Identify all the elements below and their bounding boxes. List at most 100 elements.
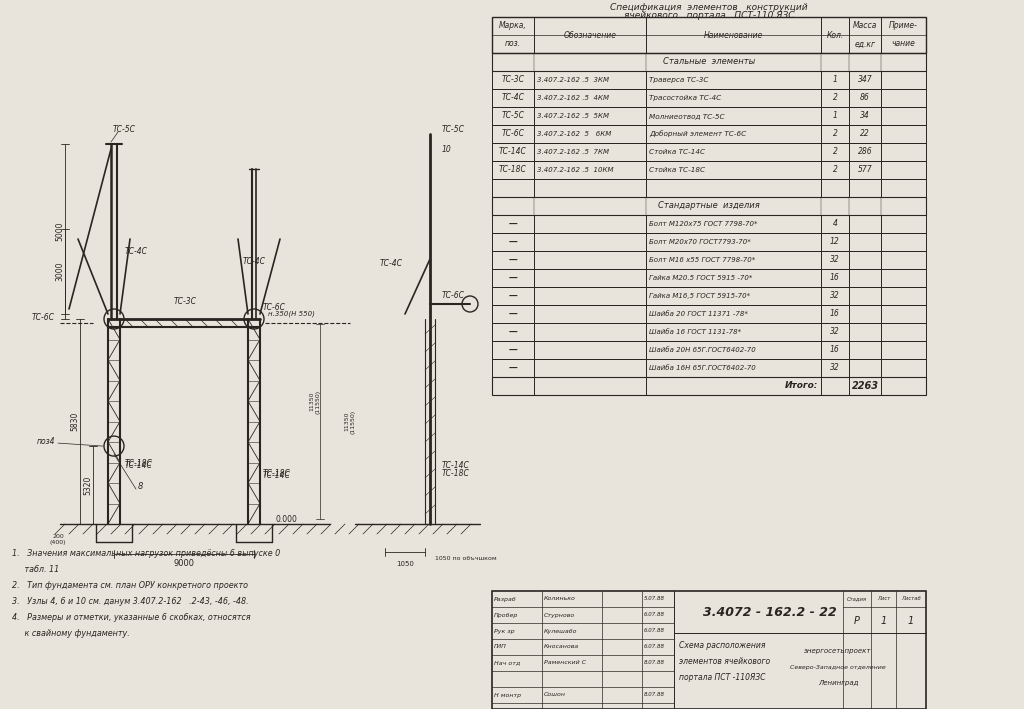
Text: элементов ячейкового: элементов ячейкового (679, 657, 770, 666)
Text: 6.07.88: 6.07.88 (644, 613, 665, 618)
Text: TC-18C: TC-18C (263, 469, 291, 479)
Text: TC-6C: TC-6C (263, 303, 286, 311)
Text: Листаб: Листаб (901, 596, 921, 601)
Text: 2: 2 (833, 165, 838, 174)
Text: ТС-3С: ТС-3С (502, 75, 524, 84)
Text: Сошон: Сошон (544, 693, 566, 698)
Text: TC-14C: TC-14C (263, 471, 291, 479)
Text: Трасостойка ТС-4С: Трасостойка ТС-4С (649, 95, 721, 101)
Text: 1: 1 (908, 616, 914, 626)
Text: —: — (509, 274, 517, 282)
Text: к свайному фундаменту.: к свайному фундаменту. (12, 630, 130, 639)
Text: 6.07.88: 6.07.88 (644, 644, 665, 649)
Bar (492, 591, 926, 709)
Text: TC-4C: TC-4C (243, 257, 266, 265)
Text: чание: чание (892, 40, 915, 48)
Text: ТС-6С: ТС-6С (502, 130, 524, 138)
Text: —: — (509, 345, 517, 354)
Text: Шайба 20Н 65Г.ГОСТ6402-70: Шайба 20Н 65Г.ГОСТ6402-70 (649, 347, 756, 353)
Text: Молниеотвод ТС-5С: Молниеотвод ТС-5С (649, 113, 725, 119)
Text: TC-5C: TC-5C (442, 125, 465, 133)
Text: Ленинград: Ленинград (818, 680, 858, 686)
Text: —: — (509, 291, 517, 301)
Text: 0.000: 0.000 (275, 515, 297, 523)
Text: 4: 4 (833, 220, 838, 228)
Text: —: — (509, 220, 517, 228)
Text: Стандартные  изделия: Стандартные изделия (658, 201, 760, 211)
Bar (492, 179, 926, 197)
Text: Стойка ТС-18С: Стойка ТС-18С (649, 167, 706, 173)
Text: Марка,: Марка, (499, 21, 527, 30)
Text: 34: 34 (860, 111, 869, 121)
Text: 1: 1 (881, 616, 887, 626)
Text: 347: 347 (858, 75, 872, 84)
Bar (492, 323, 926, 341)
Text: —: — (509, 328, 517, 337)
Text: ГИП: ГИП (494, 644, 507, 649)
Text: 32: 32 (830, 291, 840, 301)
Text: Болт М120х75 ГОСТ 7798-70*: Болт М120х75 ГОСТ 7798-70* (649, 221, 758, 227)
Text: 32: 32 (830, 255, 840, 264)
Text: 1: 1 (833, 111, 838, 121)
Text: Пробер: Пробер (494, 613, 518, 618)
Text: 3.407.2-162  5   6КМ: 3.407.2-162 5 6КМ (537, 131, 611, 137)
Text: 32: 32 (830, 364, 840, 372)
Text: 8.07.88: 8.07.88 (644, 661, 665, 666)
Text: Лист: Лист (877, 596, 890, 601)
Text: Гайка М20.5 ГОСТ 5915 -70*: Гайка М20.5 ГОСТ 5915 -70* (649, 275, 753, 281)
Bar (492, 377, 926, 395)
Text: 8: 8 (138, 481, 143, 491)
Text: ТС-14С: ТС-14С (499, 147, 527, 157)
Text: 16: 16 (830, 274, 840, 282)
Text: 3.407.2-162 .5  3КМ: 3.407.2-162 .5 3КМ (537, 77, 609, 83)
Text: TC-4C: TC-4C (380, 259, 403, 269)
Text: ТС-5С: ТС-5С (502, 111, 524, 121)
Text: Траверса ТС-3С: Траверса ТС-3С (649, 77, 709, 83)
Text: поз.: поз. (505, 40, 521, 48)
Text: Шайба 16Н 65Г.ГОСТ6402-70: Шайба 16Н 65Г.ГОСТ6402-70 (649, 365, 756, 371)
Text: Шайба 16 ГОСТ 1131-78*: Шайба 16 ГОСТ 1131-78* (649, 329, 741, 335)
Text: Стадия: Стадия (847, 596, 867, 601)
Bar (492, 71, 926, 89)
Text: 2: 2 (833, 147, 838, 157)
Text: 12: 12 (830, 238, 840, 247)
Text: TC-6C: TC-6C (442, 291, 465, 301)
Text: 286: 286 (858, 147, 872, 157)
Text: табл. 11: табл. 11 (12, 566, 59, 574)
Text: Болт М16 х55 ГОСТ 7798-70*: Болт М16 х55 ГОСТ 7798-70* (649, 257, 756, 263)
Text: TC-5C: TC-5C (113, 125, 136, 133)
Text: TC-18C: TC-18C (125, 459, 153, 469)
Text: Стойка ТС-14С: Стойка ТС-14С (649, 149, 706, 155)
Text: 2: 2 (833, 130, 838, 138)
Text: Гайка М16,5 ГОСТ 5915-70*: Гайка М16,5 ГОСТ 5915-70* (649, 293, 751, 299)
Bar (492, 53, 926, 71)
Text: TC-3C: TC-3C (174, 296, 197, 306)
Bar (492, 287, 926, 305)
Text: 1050: 1050 (396, 561, 414, 567)
Text: 10: 10 (442, 145, 452, 154)
Text: 1050 по объчшком: 1050 по объчшком (435, 557, 497, 562)
Text: Кулешабо: Кулешабо (544, 628, 578, 634)
Text: Схема расположения: Схема расположения (679, 642, 766, 650)
Text: Северо-Западное отделение: Северо-Западное отделение (791, 664, 886, 669)
Text: 16: 16 (830, 345, 840, 354)
Text: ТС-4С: ТС-4С (502, 94, 524, 103)
Text: Доборный элемент ТС-6С: Доборный элемент ТС-6С (649, 130, 746, 138)
Text: Кносанова: Кносанова (544, 644, 580, 649)
Text: 2: 2 (833, 94, 838, 103)
Text: поз4: поз4 (37, 437, 55, 445)
Text: TC-6С: TC-6С (32, 313, 55, 321)
Text: 11350
(11550): 11350 (11550) (345, 409, 355, 434)
Text: 3.407.2-162 .5  7КМ: 3.407.2-162 .5 7КМ (537, 149, 609, 155)
Text: 4.   Размеры и отметки, указанные 6 скобках, относятся: 4. Размеры и отметки, указанные 6 скобка… (12, 613, 251, 623)
Text: 5320: 5320 (84, 475, 92, 495)
Bar (492, 359, 926, 377)
Text: 1.   Значения максимальных нагрузок приведёсны 6 выпуске 0: 1. Значения максимальных нагрузок привед… (12, 549, 281, 559)
Text: Итого:: Итого: (784, 381, 818, 391)
Text: Болт М20х70 ГОСТ7793-70*: Болт М20х70 ГОСТ7793-70* (649, 239, 751, 245)
Text: Наименование: Наименование (703, 30, 763, 40)
Text: ед.кг: ед.кг (854, 40, 876, 48)
Text: Раменский С: Раменский С (544, 661, 586, 666)
Text: 577: 577 (858, 165, 872, 174)
Bar (492, 251, 926, 269)
